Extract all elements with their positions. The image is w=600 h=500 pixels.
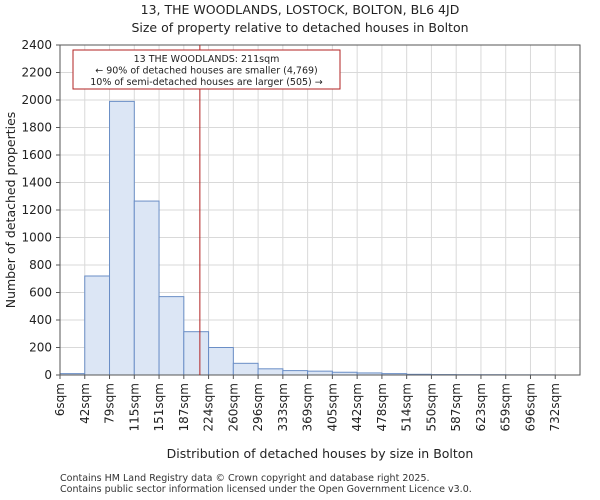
chart-title: 13, THE WOODLANDS, LOSTOCK, BOLTON, BL6 … <box>140 2 460 17</box>
x-tick-label: 369sqm <box>301 383 315 431</box>
x-tick-label: 187sqm <box>177 383 191 431</box>
annotation-line: 10% of semi-detached houses are larger (… <box>90 77 323 88</box>
x-tick-label: 514sqm <box>400 383 414 431</box>
histogram-bar <box>208 347 234 376</box>
x-tick-label: 333sqm <box>276 383 290 431</box>
histogram-bar <box>133 200 160 376</box>
x-tick-label: 405sqm <box>325 383 339 431</box>
histogram-bar <box>158 296 185 376</box>
footer-copyright: Contains HM Land Registry data © Crown c… <box>60 473 430 484</box>
y-tick-label: 2000 <box>21 93 52 107</box>
x-tick-label: 442sqm <box>350 383 364 431</box>
x-tick-label: 115sqm <box>127 383 141 431</box>
annotation-line: ← 90% of detached houses are smaller (4,… <box>95 66 318 77</box>
y-tick-label: 800 <box>29 258 52 272</box>
y-axis-label: Number of detached properties <box>3 112 18 309</box>
x-tick-label: 296sqm <box>251 383 265 431</box>
y-tick-label: 1800 <box>21 121 52 135</box>
histogram-bar <box>307 370 333 376</box>
x-tick-label: 587sqm <box>449 383 463 431</box>
x-tick-label: 696sqm <box>523 383 537 431</box>
x-tick-label: 623sqm <box>474 383 488 431</box>
footer-licence: Contains public sector information licen… <box>60 484 472 495</box>
y-tick-label: 600 <box>29 286 52 300</box>
x-tick-label: 42sqm <box>78 383 92 424</box>
annotation-line: 13 THE WOODLANDS: 211sqm <box>134 54 280 65</box>
x-tick-label: 79sqm <box>103 383 117 424</box>
y-tick-label: 0 <box>44 368 52 382</box>
histogram-bar <box>84 275 111 376</box>
x-tick-label: 260sqm <box>226 383 240 431</box>
y-tick-label: 1000 <box>21 231 52 245</box>
y-tick-label: 200 <box>29 341 52 355</box>
y-tick-label: 400 <box>29 313 52 327</box>
x-axis-label: Distribution of detached houses by size … <box>167 446 474 461</box>
x-tick-label: 151sqm <box>152 383 166 431</box>
annotation-box <box>72 49 341 90</box>
y-tick-label: 1600 <box>21 148 52 162</box>
y-tick-label: 1400 <box>21 176 52 190</box>
y-tick-label: 1200 <box>21 203 52 217</box>
histogram-bar <box>282 370 309 376</box>
x-tick-label: 732sqm <box>548 383 562 431</box>
histogram-bar <box>257 368 284 376</box>
histogram-chart: 0 200 400 600 800 1000 1200 1400 1600 1800 2000 220… <box>3 38 581 461</box>
histogram-bar <box>232 362 259 376</box>
histogram-bar <box>183 331 210 376</box>
x-tick-label: 659sqm <box>499 383 513 431</box>
x-tick-label: 224sqm <box>202 383 216 431</box>
histogram-bar <box>109 100 135 376</box>
x-tick-label: 550sqm <box>424 383 438 431</box>
y-tick-label: 2200 <box>21 66 52 80</box>
y-tick-label: 2400 <box>21 38 52 52</box>
x-tick-label: 6sqm <box>53 383 67 416</box>
chart-subtitle: Size of property relative to detached ho… <box>131 20 469 35</box>
x-tick-label: 478sqm <box>375 383 389 431</box>
